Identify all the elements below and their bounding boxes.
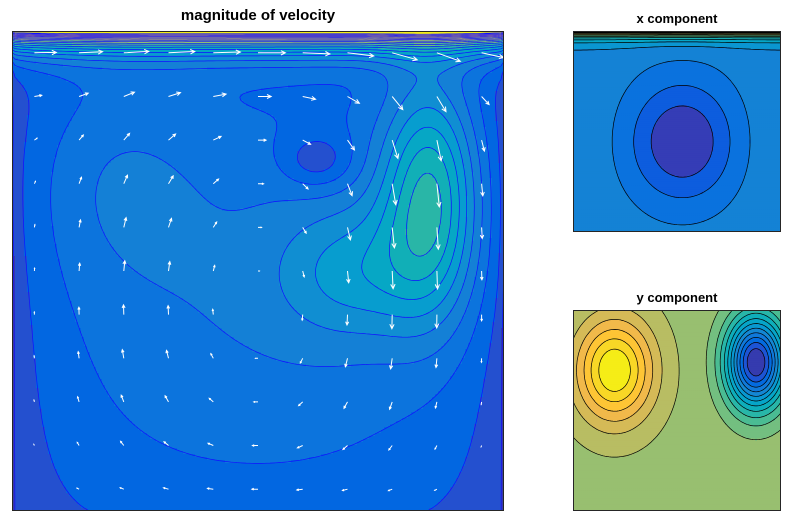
velocity-arrow: [34, 400, 35, 402]
x-component-title: x component: [573, 11, 781, 26]
velocity-arrow: [34, 356, 35, 359]
velocity-arrow: [481, 402, 482, 405]
velocity-arrow: [255, 358, 258, 359]
velocity-arrow: [481, 358, 482, 362]
y-component-title: y component: [573, 290, 781, 305]
velocity-arrow: [34, 268, 35, 271]
velocity-arrow: [34, 444, 35, 445]
velocity-arrow: [258, 271, 260, 272]
main-plot-title: magnitude of velocity: [12, 7, 504, 24]
velocity-arrow: [34, 312, 35, 315]
velocity-magnitude-plot: [12, 31, 504, 511]
x-component-plot: [573, 31, 781, 232]
velocity-arrow: [481, 446, 482, 447]
velocity-arrow: [258, 227, 262, 228]
y-component-plot: [573, 310, 781, 511]
